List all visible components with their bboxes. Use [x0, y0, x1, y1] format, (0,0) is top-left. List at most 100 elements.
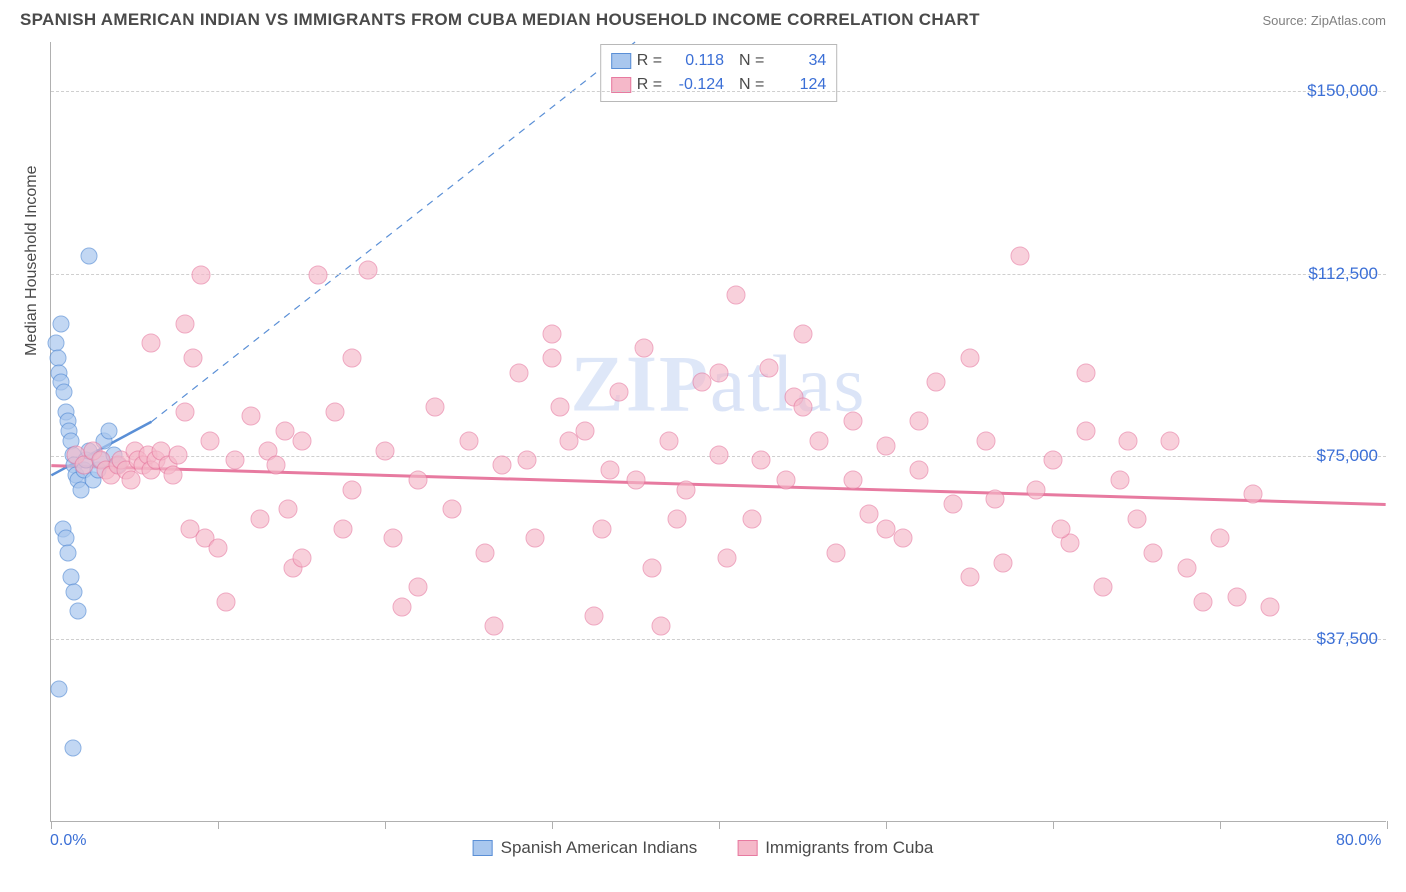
scatter-point — [551, 397, 570, 416]
scatter-point — [459, 431, 478, 450]
scatter-point — [793, 397, 812, 416]
y-tick-label: $150,000 — [1307, 81, 1378, 101]
scatter-point — [543, 348, 562, 367]
scatter-point — [1110, 470, 1129, 489]
x-axis-max-label: 80.0% — [1336, 832, 1381, 850]
scatter-point — [392, 597, 411, 616]
scatter-point — [960, 348, 979, 367]
scatter-point — [1044, 451, 1063, 470]
scatter-point — [668, 509, 687, 528]
scatter-point — [101, 423, 118, 440]
scatter-point — [693, 373, 712, 392]
correlation-stats-box: R = 0.118 N = 34 R = -0.124 N = 124 — [600, 44, 838, 102]
scatter-point — [384, 529, 403, 548]
x-tick — [218, 821, 219, 829]
scatter-point — [1052, 519, 1071, 538]
gridline-h — [51, 274, 1386, 275]
scatter-point — [484, 617, 503, 636]
scatter-point — [53, 315, 70, 332]
scatter-point — [985, 490, 1004, 509]
scatter-point — [267, 456, 286, 475]
scatter-point — [1144, 543, 1163, 562]
x-tick — [886, 821, 887, 829]
x-axis-min-label: 0.0% — [50, 832, 86, 850]
scatter-point — [726, 285, 745, 304]
swatch-series-0 — [611, 53, 631, 69]
x-tick — [1220, 821, 1221, 829]
scatter-point — [325, 402, 344, 421]
scatter-point — [359, 261, 378, 280]
scatter-point — [877, 436, 896, 455]
chart-header: SPANISH AMERICAN INDIAN VS IMMIGRANTS FR… — [0, 0, 1406, 36]
legend-label-1: Immigrants from Cuba — [765, 838, 933, 858]
chart-title: SPANISH AMERICAN INDIAN VS IMMIGRANTS FR… — [20, 10, 980, 30]
scatter-point — [1010, 246, 1029, 265]
scatter-point — [843, 470, 862, 489]
scatter-point — [409, 578, 428, 597]
stat-label-n: N = — [730, 73, 764, 97]
gridline-h — [51, 91, 1386, 92]
scatter-point — [751, 451, 770, 470]
scatter-point — [64, 739, 81, 756]
scatter-point — [1094, 578, 1113, 597]
scatter-point — [651, 617, 670, 636]
stat-r-1: -0.124 — [668, 73, 724, 97]
stats-row-series-1: R = -0.124 N = 124 — [611, 73, 827, 97]
scatter-point — [760, 358, 779, 377]
scatter-point — [1127, 509, 1146, 528]
scatter-point — [426, 397, 445, 416]
scatter-point — [66, 583, 83, 600]
x-tick — [1053, 821, 1054, 829]
y-axis-title: Median Household Income — [23, 165, 41, 355]
scatter-point — [593, 519, 612, 538]
stat-label-n: N = — [730, 49, 764, 73]
trend-line — [151, 42, 635, 422]
x-tick — [552, 821, 553, 829]
scatter-point — [175, 314, 194, 333]
legend-swatch-1 — [737, 840, 757, 856]
scatter-point — [51, 681, 68, 698]
scatter-point — [676, 480, 695, 499]
scatter-point — [342, 480, 361, 499]
scatter-point — [543, 324, 562, 343]
scatter-point — [910, 461, 929, 480]
scatter-point — [659, 431, 678, 450]
scatter-point — [743, 509, 762, 528]
scatter-point — [960, 568, 979, 587]
scatter-point — [69, 603, 86, 620]
scatter-point — [168, 446, 187, 465]
legend-item-0: Spanish American Indians — [473, 838, 698, 858]
scatter-point — [409, 470, 428, 489]
scatter-point — [225, 451, 244, 470]
x-tick — [719, 821, 720, 829]
scatter-point — [584, 607, 603, 626]
scatter-point — [609, 383, 628, 402]
stat-n-0: 34 — [770, 49, 826, 73]
scatter-point — [1177, 558, 1196, 577]
scatter-point — [342, 348, 361, 367]
scatter-point — [559, 431, 578, 450]
scatter-point — [710, 446, 729, 465]
scatter-point — [1261, 597, 1280, 616]
scatter-point — [163, 465, 182, 484]
scatter-point — [1027, 480, 1046, 499]
scatter-point — [826, 543, 845, 562]
y-tick-label: $75,000 — [1317, 446, 1378, 466]
legend-bottom: Spanish American Indians Immigrants from… — [473, 838, 934, 858]
scatter-point — [793, 324, 812, 343]
scatter-point — [860, 504, 879, 523]
trend-line — [51, 466, 1385, 505]
scatter-point — [1160, 431, 1179, 450]
scatter-point — [209, 539, 228, 558]
scatter-point — [893, 529, 912, 548]
trend-lines-layer — [51, 42, 1386, 821]
scatter-point — [217, 592, 236, 611]
scatter-point — [1077, 363, 1096, 382]
scatter-point — [977, 431, 996, 450]
scatter-point — [1077, 422, 1096, 441]
scatter-point — [142, 334, 161, 353]
scatter-chart: Median Household Income ZIPatlas R = 0.1… — [50, 42, 1386, 822]
stat-label-r: R = — [637, 49, 662, 73]
scatter-point — [643, 558, 662, 577]
x-tick — [1387, 821, 1388, 829]
